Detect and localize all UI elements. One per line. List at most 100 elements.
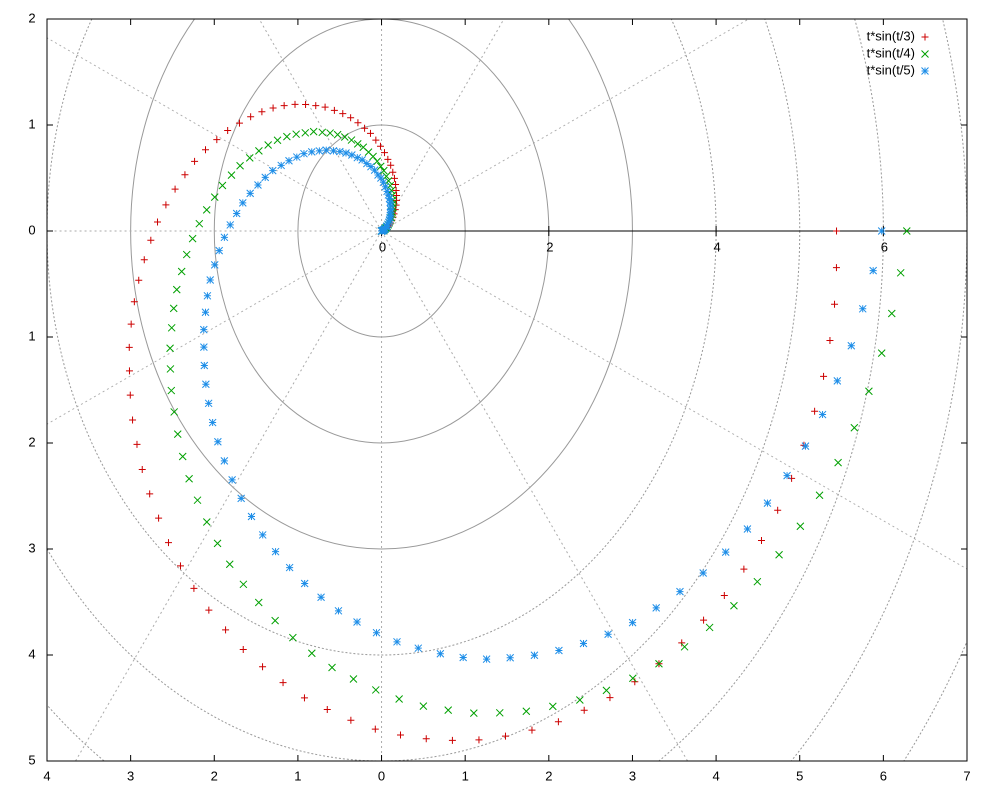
- grid-radial: [258, 19, 382, 232]
- point: [258, 108, 266, 116]
- point: [190, 584, 198, 592]
- point: [419, 702, 428, 710]
- point: [371, 686, 380, 694]
- point: [383, 222, 391, 230]
- point: [386, 181, 395, 190]
- point: [386, 205, 395, 214]
- point: [469, 709, 478, 717]
- point: [317, 593, 325, 602]
- point: [333, 130, 342, 139]
- point: [202, 205, 211, 214]
- point: [280, 102, 288, 110]
- point: [376, 142, 384, 150]
- grid-circle: [47, 19, 884, 761]
- point: [285, 156, 293, 165]
- point: [238, 199, 247, 207]
- point: [818, 410, 827, 419]
- point: [224, 126, 232, 134]
- point: [342, 149, 350, 157]
- legend-label: t*sin(t/3): [867, 28, 915, 43]
- point: [753, 577, 762, 586]
- legend-marker: [921, 67, 929, 75]
- point: [528, 726, 536, 734]
- point: [213, 539, 222, 548]
- point: [193, 496, 202, 505]
- legend-marker: [921, 50, 929, 58]
- point: [322, 146, 331, 154]
- point: [366, 129, 374, 137]
- point: [237, 494, 246, 503]
- point: [604, 630, 612, 639]
- point: [171, 185, 179, 193]
- point: [130, 298, 138, 306]
- point: [353, 153, 362, 162]
- point: [236, 161, 244, 170]
- point: [205, 606, 213, 614]
- point: [389, 168, 397, 176]
- point: [292, 130, 301, 139]
- point: [247, 512, 256, 521]
- point: [279, 679, 287, 687]
- x-tick-label: 4: [43, 768, 50, 783]
- point: [199, 325, 208, 334]
- point: [384, 191, 393, 199]
- y-tick-label: 3: [28, 540, 35, 555]
- point: [321, 103, 329, 111]
- point: [140, 256, 148, 264]
- point: [247, 113, 255, 121]
- point: [146, 490, 154, 498]
- point: [220, 233, 229, 242]
- point: [200, 343, 208, 351]
- legend-label: t*sin(t/5): [867, 62, 915, 77]
- grid-radial: [381, 230, 689, 761]
- point: [371, 725, 379, 733]
- point: [334, 606, 343, 615]
- point: [339, 110, 347, 118]
- point: [169, 304, 178, 313]
- point: [326, 129, 334, 137]
- point: [239, 645, 247, 653]
- point: [215, 246, 224, 255]
- point: [138, 466, 146, 474]
- point: [379, 178, 388, 187]
- point: [261, 173, 270, 182]
- point: [384, 220, 392, 229]
- point: [300, 694, 308, 702]
- point: [575, 696, 584, 704]
- point: [300, 149, 308, 158]
- x-tick-label: 2: [545, 768, 552, 783]
- point: [383, 187, 391, 196]
- point: [301, 128, 310, 137]
- point: [218, 181, 227, 190]
- point: [385, 194, 394, 203]
- point: [214, 437, 222, 446]
- point: [307, 147, 316, 156]
- point: [289, 633, 297, 642]
- point: [200, 361, 209, 370]
- point: [382, 172, 391, 181]
- point: [858, 304, 867, 313]
- point: [887, 309, 896, 318]
- point: [170, 408, 179, 416]
- point: [361, 124, 369, 132]
- legend-marker: [921, 33, 929, 41]
- y-tick-label: 5: [28, 752, 35, 767]
- point: [202, 380, 210, 389]
- point: [154, 218, 162, 226]
- point: [826, 337, 834, 345]
- point: [277, 161, 286, 170]
- point: [330, 106, 338, 114]
- point: [370, 166, 379, 174]
- point: [775, 550, 783, 559]
- point: [495, 708, 504, 717]
- point: [459, 653, 468, 662]
- point: [699, 569, 708, 577]
- grid-radial: [381, 230, 967, 570]
- point: [740, 565, 748, 573]
- point: [757, 536, 765, 544]
- point: [832, 264, 840, 272]
- point: [172, 285, 181, 294]
- point: [178, 452, 187, 461]
- point: [191, 157, 199, 165]
